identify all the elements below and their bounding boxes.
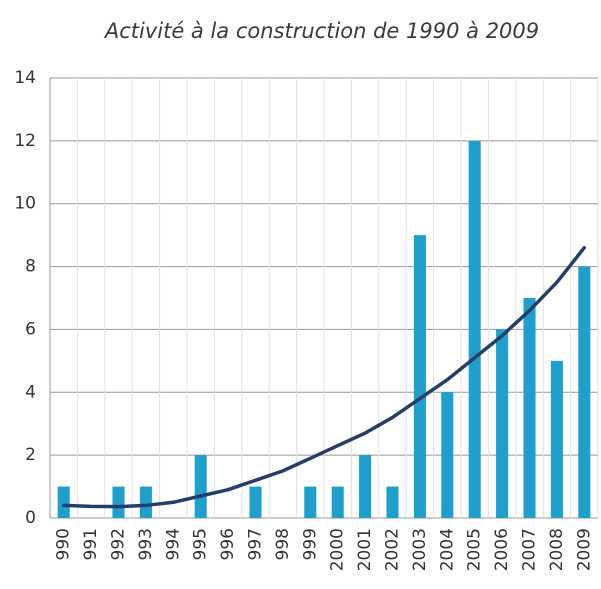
x-tick-label: 997 [246, 528, 266, 560]
x-tick-label: 2001 [355, 528, 375, 571]
x-tick-label: 993 [136, 528, 156, 560]
bar [57, 486, 70, 518]
bar [496, 329, 509, 518]
bar [249, 486, 262, 518]
y-tick-label: 12 [14, 131, 36, 151]
x-tick-label: 991 [81, 528, 101, 560]
x-tick-label: 996 [218, 528, 238, 560]
y-tick-label: 10 [14, 194, 36, 214]
x-tick-label: 992 [109, 528, 129, 560]
bar [386, 486, 399, 518]
y-tick-label: 4 [25, 382, 36, 402]
x-tick-label: 998 [273, 528, 293, 560]
x-tick-label: 2000 [328, 528, 348, 571]
bar [112, 486, 125, 518]
bar [194, 455, 207, 518]
bar [523, 298, 536, 518]
y-tick-label: 8 [25, 257, 36, 277]
y-tick-label: 14 [14, 68, 36, 88]
x-tick-label: 2005 [465, 528, 485, 571]
x-tick-label: 2009 [574, 528, 594, 571]
trend-line [61, 245, 587, 509]
y-tick-label: 0 [25, 508, 36, 528]
bar [413, 235, 426, 518]
x-tick-label: 2006 [492, 528, 512, 571]
bar [304, 486, 317, 518]
bar [441, 392, 454, 518]
x-tick-label: 995 [191, 528, 211, 560]
x-tick-label: 2008 [547, 528, 567, 571]
x-tick-label: 994 [163, 528, 183, 560]
y-tick-label: 2 [25, 445, 36, 465]
x-tick-label: 2004 [437, 528, 457, 571]
bar [139, 486, 152, 518]
x-tick-label: 2003 [410, 528, 430, 571]
x-tick-label: 990 [54, 528, 74, 560]
bar [550, 360, 563, 518]
x-tick-label: 2007 [520, 528, 540, 571]
y-tick-label: 6 [25, 319, 36, 339]
bar [331, 486, 344, 518]
chart-title: Activité à la construction de 1990 à 200… [103, 19, 539, 43]
bar [359, 455, 372, 518]
x-tick-label: 2002 [383, 528, 403, 571]
bar [468, 140, 481, 518]
bar [578, 266, 591, 518]
x-tick-label: 999 [300, 528, 320, 560]
